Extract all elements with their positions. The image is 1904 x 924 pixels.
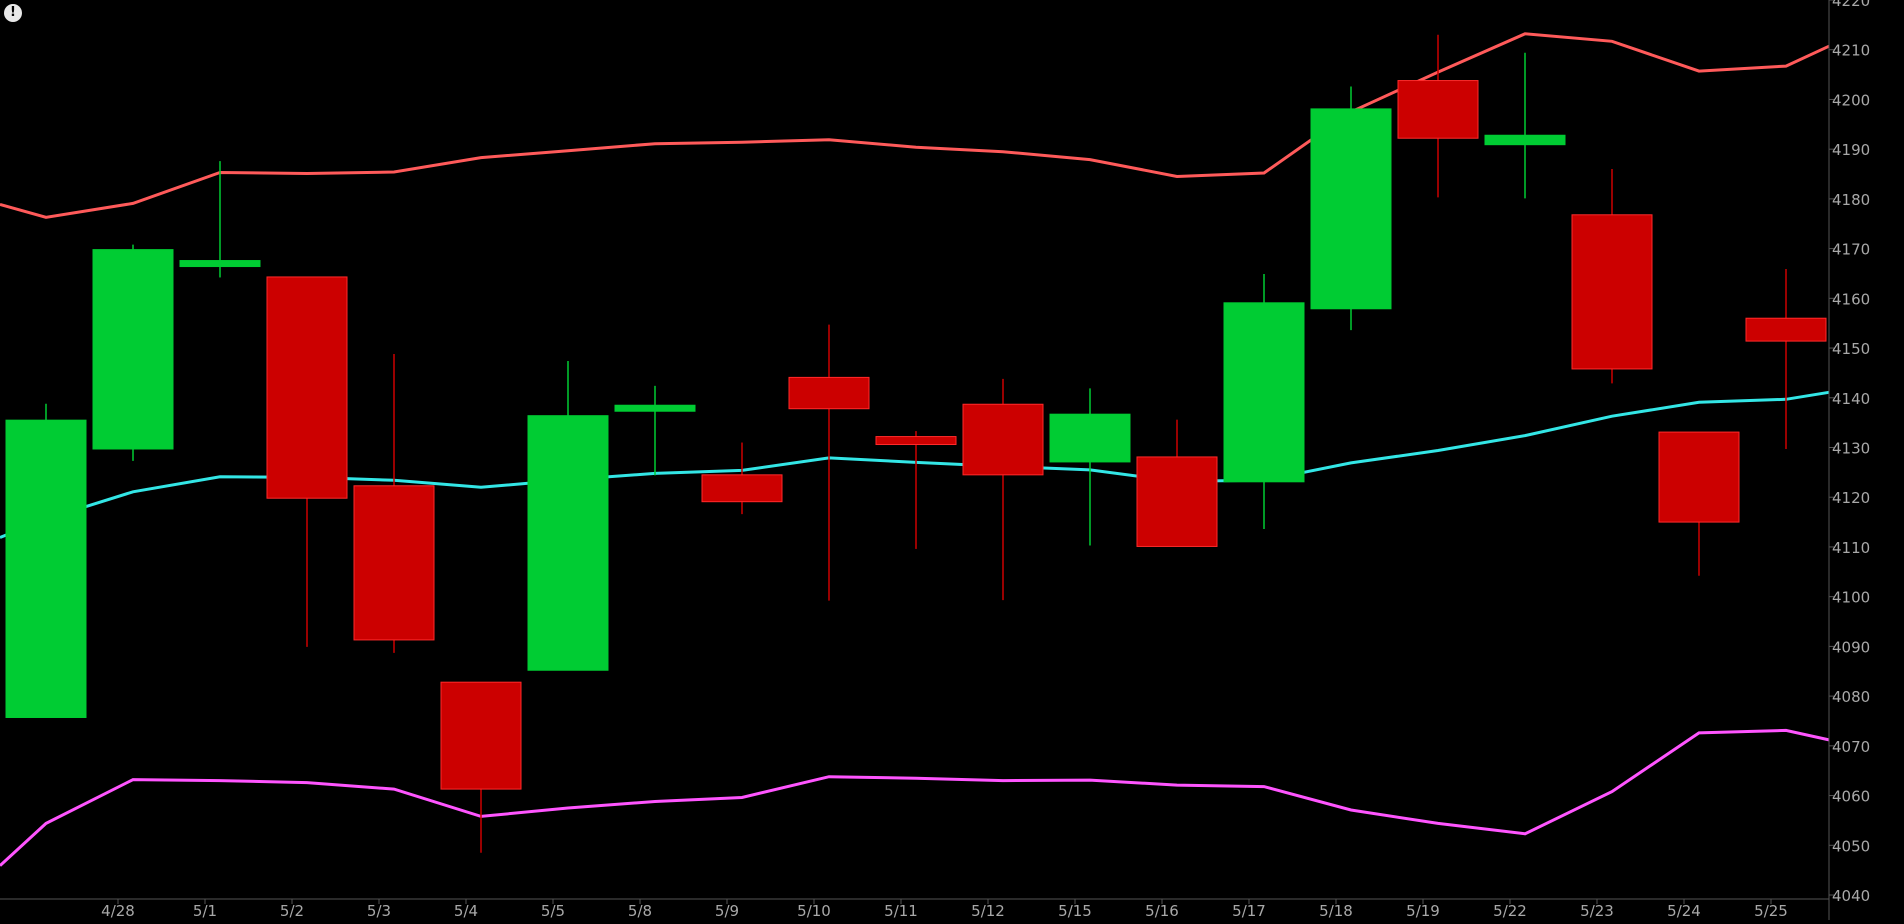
date-tick-label: 5/16	[1145, 902, 1179, 920]
candle-body	[1571, 214, 1653, 370]
candle-5-1[interactable]	[179, 161, 261, 278]
price-tick-label: 4080	[1832, 688, 1870, 706]
candle-5-16[interactable]	[1136, 419, 1218, 547]
candle-5-24[interactable]	[1658, 431, 1740, 576]
candle-body	[875, 436, 957, 446]
candle-5-18[interactable]	[1310, 86, 1392, 331]
date-tick-label: 5/3	[367, 902, 391, 920]
candle-5-23[interactable]	[1571, 169, 1653, 384]
date-tick-label: 5/1	[193, 902, 217, 920]
date-tick-label: 5/10	[797, 902, 831, 920]
candle-5-17[interactable]	[1223, 273, 1305, 530]
date-tick-label: 5/22	[1493, 902, 1527, 920]
price-tick-label: 4040	[1832, 887, 1870, 905]
date-tick-label: 5/19	[1406, 902, 1440, 920]
candle-4-28[interactable]	[92, 244, 174, 461]
date-tick-label: 5/12	[971, 902, 1005, 920]
price-tick-label: 4150	[1832, 340, 1870, 358]
price-tick-label: 4070	[1832, 738, 1870, 756]
price-tick-label: 4130	[1832, 440, 1870, 458]
candle-5-5[interactable]	[527, 360, 609, 671]
candle-body	[179, 260, 261, 268]
price-tick-label: 4180	[1832, 191, 1870, 209]
candle-body	[440, 681, 522, 790]
candle-body	[1658, 431, 1740, 523]
candle-5-4[interactable]	[440, 681, 522, 853]
price-tick-label: 4090	[1832, 638, 1870, 656]
candle-body	[1136, 456, 1218, 547]
date-tick-label: 5/24	[1667, 902, 1701, 920]
date-tick-label: 5/23	[1580, 902, 1614, 920]
candle-5-12[interactable]	[962, 378, 1044, 601]
candle-body	[353, 485, 435, 641]
date-tick-label: 5/5	[541, 902, 565, 920]
candle-body	[1397, 80, 1479, 139]
date-tick-label: 5/8	[628, 902, 652, 920]
date-tick-label: 5/9	[715, 902, 739, 920]
candle-body	[1223, 302, 1305, 483]
candle-body	[788, 376, 870, 410]
upper-band-line	[0, 32, 1830, 219]
candle-5-3[interactable]	[353, 354, 435, 653]
price-tick-label: 4160	[1832, 290, 1870, 308]
candle-5-11[interactable]	[875, 431, 957, 549]
price-tick-label: 4110	[1832, 539, 1870, 557]
price-tick-label: 4170	[1832, 241, 1870, 259]
candle-5-19[interactable]	[1397, 34, 1479, 198]
candle-body	[614, 404, 696, 412]
price-tick-label: 4100	[1832, 589, 1870, 607]
date-tick-label: 5/11	[884, 902, 918, 920]
date-tick-label: 4/28	[101, 902, 135, 920]
date-tick-label: 5/2	[280, 902, 304, 920]
candles	[5, 34, 1827, 853]
price-tick-label: 4200	[1832, 91, 1870, 109]
candle-body	[1049, 413, 1131, 463]
date-tick-label: 5/18	[1319, 902, 1353, 920]
price-tick-label: 4060	[1832, 788, 1870, 806]
alert-icon[interactable]: !	[4, 4, 22, 22]
date-tick-label: 5/15	[1058, 902, 1092, 920]
price-tick-label: 4050	[1832, 837, 1870, 855]
candle-5-9[interactable]	[701, 442, 783, 515]
price-tick-label: 4120	[1832, 489, 1870, 507]
price-axis[interactable]: 4040 4050 4060 4070 4080 4090 4100 4110 4120 4130…	[1828, 0, 1870, 920]
candle-body	[1745, 317, 1827, 342]
candle-body	[962, 403, 1044, 476]
candle-5-8[interactable]	[614, 385, 696, 476]
candle-body	[92, 249, 174, 450]
date-tick-label: 5/25	[1754, 902, 1788, 920]
candle-body	[1484, 134, 1566, 146]
date-tick-label: 5/4	[454, 902, 478, 920]
candle-body	[701, 474, 783, 503]
candle-5-22[interactable]	[1484, 52, 1566, 199]
candle-body	[266, 276, 348, 499]
lower-band-line	[0, 728, 1830, 867]
price-tick-label: 4140	[1832, 390, 1870, 408]
candle-5-2[interactable]	[266, 276, 348, 647]
candle-5-15[interactable]	[1049, 388, 1131, 546]
candle-5-10[interactable]	[788, 324, 870, 601]
date-tick-label: 5/17	[1232, 902, 1266, 920]
price-tick-label: 4190	[1832, 141, 1870, 159]
candle-5-25[interactable]	[1745, 268, 1827, 449]
candle-body	[527, 415, 609, 671]
candle-body	[5, 419, 87, 718]
price-tick-label: 4210	[1832, 42, 1870, 60]
date-axis[interactable]: 4/28 5/1 5/2 5/3 5/4 5/5 5/8 5/9 5/10 5/11 5/12 5/1…	[0, 898, 1829, 920]
candle-4-27[interactable]	[5, 403, 87, 718]
candle-body	[1310, 108, 1392, 310]
price-tick-label: 4220	[1832, 0, 1870, 10]
